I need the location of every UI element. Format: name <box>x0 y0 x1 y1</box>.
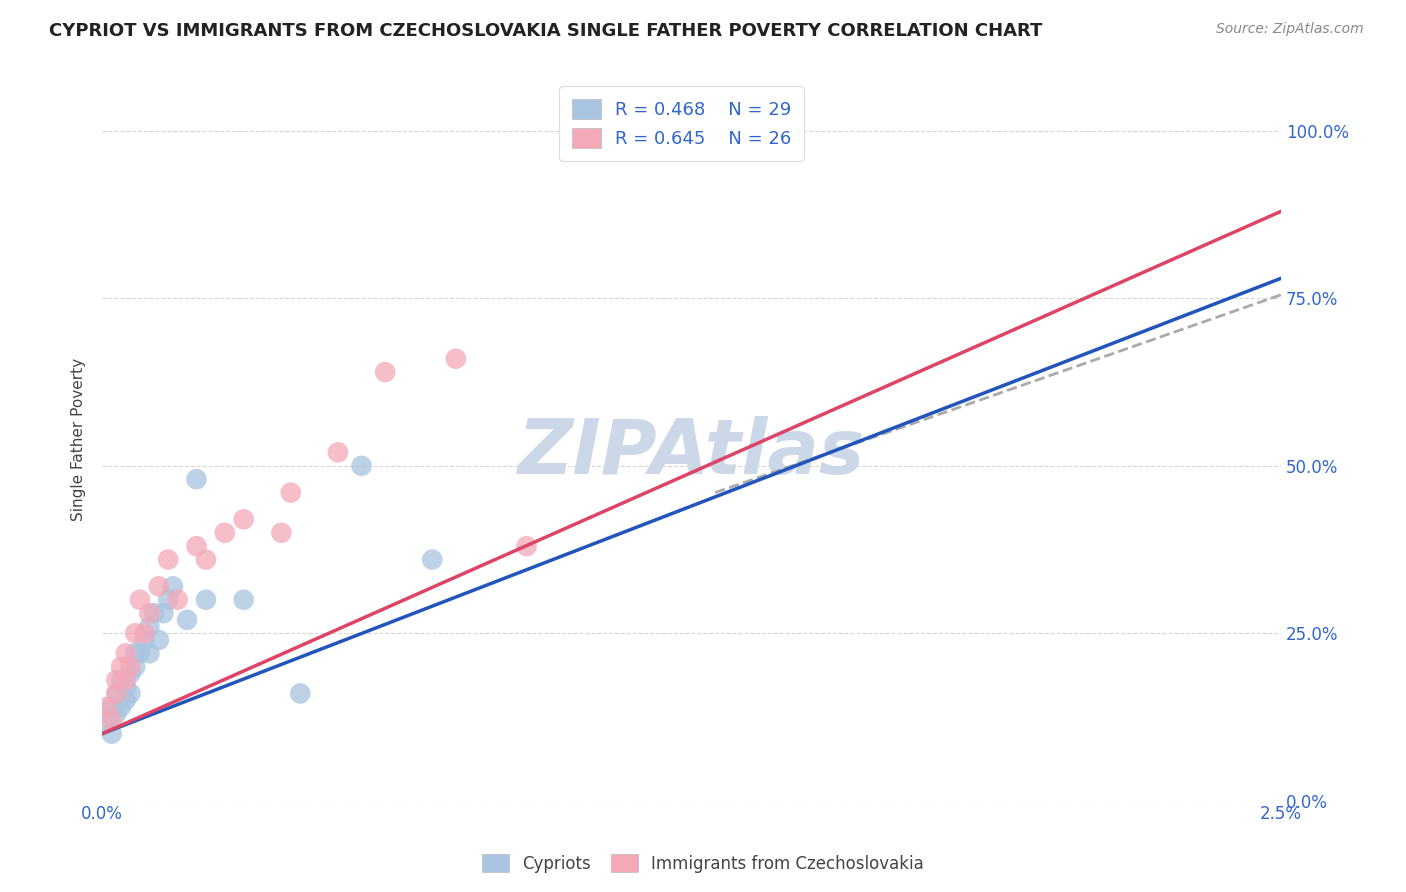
Text: ZIPAtlas: ZIPAtlas <box>517 417 865 491</box>
Point <box>157 552 180 566</box>
Point <box>214 525 236 540</box>
Point <box>232 592 254 607</box>
Point <box>129 646 152 660</box>
Point <box>194 592 217 607</box>
Point <box>96 713 118 727</box>
Point <box>105 706 128 721</box>
Point <box>143 606 166 620</box>
Point <box>610 124 633 138</box>
Point <box>120 659 142 673</box>
Point <box>96 699 118 714</box>
Point <box>186 539 208 553</box>
Point <box>148 632 170 647</box>
Point <box>194 552 217 566</box>
Point <box>290 686 312 700</box>
Point <box>326 445 349 459</box>
Point <box>110 659 132 673</box>
Point <box>110 673 132 687</box>
Point <box>176 613 198 627</box>
Point <box>157 592 180 607</box>
Point <box>105 686 128 700</box>
Point <box>100 726 122 740</box>
Text: Source: ZipAtlas.com: Source: ZipAtlas.com <box>1216 22 1364 37</box>
Point <box>420 552 443 566</box>
Y-axis label: Single Father Poverty: Single Father Poverty <box>72 358 86 521</box>
Legend: Cypriots, Immigrants from Czechoslovakia: Cypriots, Immigrants from Czechoslovakia <box>475 847 931 880</box>
Point <box>232 512 254 526</box>
Point <box>124 646 146 660</box>
Point <box>100 699 122 714</box>
Point <box>350 458 373 473</box>
Text: CYPRIOT VS IMMIGRANTS FROM CZECHOSLOVAKIA SINGLE FATHER POVERTY CORRELATION CHAR: CYPRIOT VS IMMIGRANTS FROM CZECHOSLOVAKI… <box>49 22 1043 40</box>
Point <box>152 606 174 620</box>
Point <box>280 485 302 500</box>
Point <box>138 619 160 633</box>
Point <box>374 365 396 379</box>
Point <box>516 539 538 553</box>
Point <box>134 626 156 640</box>
Point <box>124 659 146 673</box>
Point <box>162 579 184 593</box>
Point <box>270 525 292 540</box>
Point <box>110 699 132 714</box>
Point <box>120 666 142 681</box>
Point <box>114 646 136 660</box>
Point <box>134 632 156 647</box>
Point <box>114 693 136 707</box>
Point <box>148 579 170 593</box>
Point <box>138 646 160 660</box>
Point <box>120 686 142 700</box>
Point <box>138 606 160 620</box>
Point <box>105 673 128 687</box>
Point <box>100 713 122 727</box>
Point <box>114 673 136 687</box>
Point <box>186 472 208 486</box>
Point <box>129 592 152 607</box>
Point <box>166 592 188 607</box>
Point <box>105 686 128 700</box>
Point <box>444 351 467 366</box>
Point <box>114 680 136 694</box>
Legend: R = 0.468    N = 29, R = 0.645    N = 26: R = 0.468 N = 29, R = 0.645 N = 26 <box>560 87 804 161</box>
Point <box>124 626 146 640</box>
